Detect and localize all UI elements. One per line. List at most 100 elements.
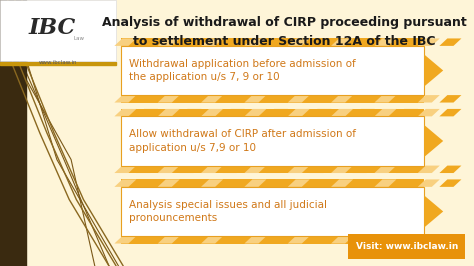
Polygon shape (245, 95, 266, 103)
Polygon shape (288, 180, 310, 187)
Polygon shape (310, 165, 331, 173)
Polygon shape (223, 180, 245, 187)
Polygon shape (374, 165, 396, 173)
FancyBboxPatch shape (0, 0, 116, 61)
Polygon shape (353, 236, 375, 244)
Text: to settlement under Section 12A of the IBC: to settlement under Section 12A of the I… (133, 35, 436, 48)
Bar (121, 46, 424, 95)
Polygon shape (158, 39, 180, 46)
Polygon shape (201, 39, 223, 46)
Polygon shape (353, 95, 375, 103)
Polygon shape (201, 95, 223, 103)
Polygon shape (201, 180, 223, 187)
Polygon shape (245, 165, 266, 173)
Polygon shape (114, 236, 137, 244)
Polygon shape (331, 39, 353, 46)
Polygon shape (439, 165, 462, 173)
Polygon shape (418, 180, 440, 187)
Polygon shape (418, 95, 440, 103)
Polygon shape (245, 109, 266, 117)
Polygon shape (266, 95, 288, 103)
Polygon shape (158, 180, 180, 187)
Polygon shape (374, 180, 396, 187)
Bar (0, 0, 26, 266)
Polygon shape (201, 165, 223, 173)
Polygon shape (418, 109, 440, 117)
Polygon shape (179, 109, 201, 117)
Bar (121, 109, 424, 117)
Text: Law: Law (73, 36, 84, 41)
Polygon shape (396, 180, 418, 187)
Polygon shape (245, 180, 266, 187)
Text: Analysis special issues and all judicial
pronouncements: Analysis special issues and all judicial… (129, 200, 328, 223)
Polygon shape (424, 196, 443, 227)
Polygon shape (396, 109, 418, 117)
Polygon shape (245, 39, 266, 46)
Polygon shape (114, 95, 137, 103)
Polygon shape (396, 39, 418, 46)
Bar (121, 180, 424, 187)
Polygon shape (136, 95, 158, 103)
Polygon shape (136, 109, 158, 117)
Polygon shape (288, 95, 310, 103)
Polygon shape (439, 180, 462, 187)
Polygon shape (223, 236, 245, 244)
Polygon shape (418, 236, 440, 244)
Polygon shape (353, 165, 375, 173)
Polygon shape (179, 180, 201, 187)
Polygon shape (136, 165, 158, 173)
Polygon shape (266, 109, 288, 117)
Text: www.ibclaw.in: www.ibclaw.in (39, 60, 77, 65)
Text: IBC: IBC (28, 17, 76, 39)
Text: Visit: www.ibclaw.in: Visit: www.ibclaw.in (356, 242, 458, 251)
Polygon shape (439, 236, 462, 244)
Polygon shape (114, 180, 137, 187)
Polygon shape (353, 109, 375, 117)
Polygon shape (114, 109, 137, 117)
Polygon shape (201, 236, 223, 244)
Polygon shape (114, 165, 137, 173)
Polygon shape (136, 180, 158, 187)
Text: Allow withdrawal of CIRP after admission of
application u/s 7,9 or 10: Allow withdrawal of CIRP after admission… (129, 129, 356, 153)
Polygon shape (179, 39, 201, 46)
FancyBboxPatch shape (348, 234, 465, 259)
Polygon shape (288, 165, 310, 173)
Polygon shape (158, 95, 180, 103)
Polygon shape (179, 95, 201, 103)
Polygon shape (439, 39, 462, 46)
Polygon shape (353, 39, 375, 46)
Bar (121, 95, 424, 103)
Polygon shape (310, 109, 331, 117)
Polygon shape (288, 236, 310, 244)
Bar (121, 236, 424, 244)
Polygon shape (158, 165, 180, 173)
Polygon shape (266, 180, 288, 187)
Polygon shape (374, 236, 396, 244)
Polygon shape (223, 39, 245, 46)
Polygon shape (223, 165, 245, 173)
Polygon shape (158, 236, 180, 244)
Polygon shape (136, 39, 158, 46)
Polygon shape (158, 109, 180, 117)
Polygon shape (223, 95, 245, 103)
Polygon shape (424, 55, 443, 86)
Polygon shape (396, 165, 418, 173)
Polygon shape (396, 236, 418, 244)
Polygon shape (266, 39, 288, 46)
Polygon shape (439, 109, 462, 117)
Polygon shape (179, 236, 201, 244)
Bar (0, 62, 116, 65)
Polygon shape (266, 236, 288, 244)
Text: Withdrawal application before admission of
the application u/s 7, 9 or 10: Withdrawal application before admission … (129, 59, 356, 82)
Polygon shape (331, 165, 353, 173)
Polygon shape (310, 236, 331, 244)
Bar (121, 187, 424, 236)
Polygon shape (418, 165, 440, 173)
Polygon shape (201, 109, 223, 117)
Polygon shape (418, 39, 440, 46)
Text: Analysis of withdrawal of CIRP proceeding pursuant: Analysis of withdrawal of CIRP proceedin… (102, 16, 467, 29)
Bar (121, 117, 424, 165)
Polygon shape (331, 109, 353, 117)
Polygon shape (396, 95, 418, 103)
Bar (121, 39, 424, 46)
